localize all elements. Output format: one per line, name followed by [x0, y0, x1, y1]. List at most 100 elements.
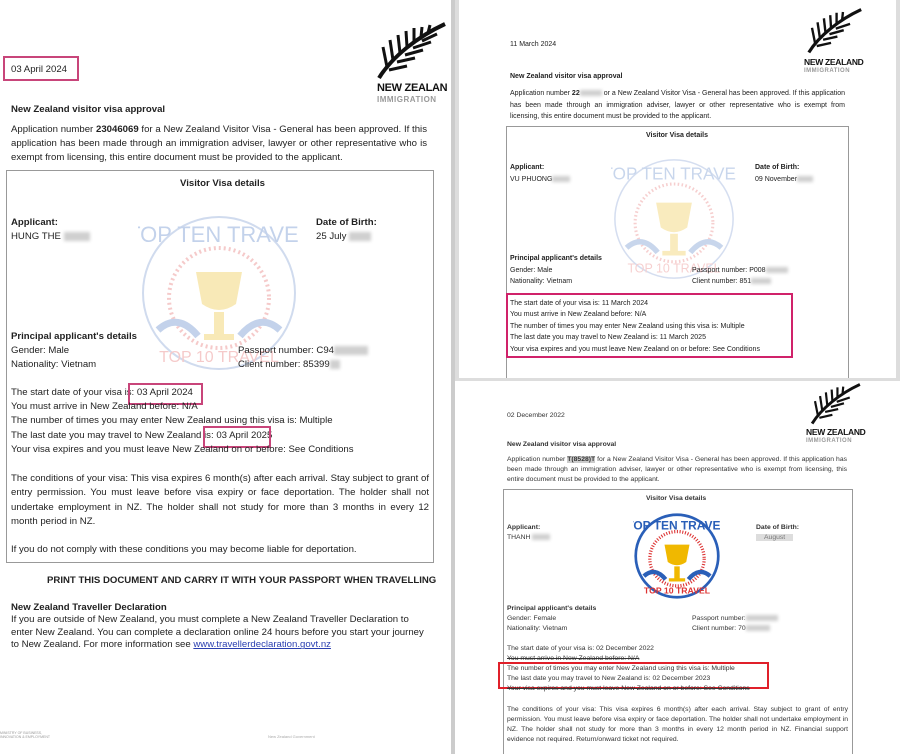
applicant-name: HUNG THE: [11, 231, 90, 242]
visa-expires: Your visa expires and you must leave New…: [507, 685, 750, 692]
comply-warning: If you do not comply with these conditio…: [11, 544, 357, 555]
applicant-label: Applicant:: [510, 164, 545, 171]
last-date: The last date you may travel to New Zeal…: [510, 334, 706, 341]
last-date: The last date you may travel to New Zeal…: [507, 675, 711, 682]
intro-paragraph: Application number 22 or a New Zealand V…: [510, 88, 845, 123]
declaration-link[interactable]: www.travellerdeclaration.govt.nz: [193, 639, 331, 651]
start-date-line: The start date of your visa is: 03 April…: [11, 387, 193, 398]
arrive-before: You must arrive in New Zealand before: N…: [510, 311, 647, 318]
last-value: 03 April 2025: [216, 430, 273, 441]
application-number: 23046069: [95, 124, 139, 135]
client-number: Client number: 85399: [238, 359, 340, 370]
visa-details-box: [506, 126, 849, 378]
client-number: Client number: 70: [692, 625, 770, 632]
passport-number: Passport number: C94: [238, 345, 368, 356]
logo-line1: NEW ZEALAND: [804, 57, 864, 67]
nationality: Nationality: Vietnam: [11, 359, 97, 370]
applicant-name-text: THANH: [507, 534, 531, 541]
trophy-icon: [664, 544, 690, 582]
letter-title: New Zealand visitor visa approval: [510, 73, 623, 80]
intro-paragraph: Application number T(8528)T for a New Ze…: [507, 455, 847, 485]
last-label: The last date you may travel to New Zeal…: [11, 430, 214, 441]
trophy-icon: [656, 202, 692, 256]
nationality: Nationality: Vietnam: [507, 625, 568, 632]
svg-text:TOP TEN TRAVEL: TOP TEN TRAVEL: [611, 164, 737, 183]
box-title: Visitor Visa details: [180, 178, 265, 189]
top-ten-travel-stamp: TOP TEN TRAVEL TOP 10 TRAVEL: [633, 513, 721, 599]
principal-label: Principal applicant's details: [11, 331, 137, 342]
letter-title: New Zealand visitor visa approval: [507, 441, 617, 448]
visa-details-box: [503, 489, 853, 754]
letter-title: New Zealand visitor visa approval: [11, 104, 166, 115]
footer-government: New Zealand Government: [268, 734, 315, 739]
gender: Gender: Female: [507, 615, 557, 622]
svg-text:TOP TEN TRAVEL: TOP TEN TRAVEL: [138, 222, 300, 247]
footer-ministry: MINISTRY OF BUSINESS, INNOVATION & EMPLO…: [0, 731, 51, 739]
last-date-highlight: [203, 426, 271, 448]
application-number: 22: [571, 90, 580, 97]
application-number: T(8528)T: [567, 456, 596, 463]
visa-letter-2: 11 March 2024 NEW ZEALAND IMMIGRATION Ne…: [455, 0, 900, 378]
start-date: The start date of your visa is: 11 March…: [510, 300, 648, 307]
passport-text: Passport number: C94: [238, 345, 334, 356]
gender: Gender: Male: [11, 345, 70, 356]
dob-label: Date of Birth:: [316, 217, 377, 228]
gender: Gender: Male: [510, 267, 553, 274]
silver-fern-icon: [377, 22, 446, 80]
conditions: The conditions of your visa: This visa e…: [11, 473, 429, 527]
intro-paragraph: Application number 23046069 for a New Ze…: [11, 123, 427, 165]
client-text: Client number: 851: [692, 278, 752, 285]
intro-rest: or a New Zealand Visitor Visa - General …: [510, 90, 845, 120]
principal-label: Principal applicant's details: [510, 255, 602, 262]
applicant-label: Applicant:: [507, 524, 541, 531]
passport-text: Passport number: P008: [692, 267, 766, 274]
trophy-icon: [196, 272, 242, 340]
svg-text:TOP TEN TRAVEL: TOP TEN TRAVEL: [633, 518, 721, 532]
logo-line2: IMMIGRATION: [804, 68, 851, 74]
start-value: 03 April 2024: [136, 387, 193, 398]
date-highlight: [3, 56, 79, 81]
applicant-name-text: HUNG THE: [11, 231, 61, 242]
start-date: The start date of your visa is: 02 Decem…: [507, 645, 654, 652]
applicant-label: Applicant:: [11, 217, 58, 228]
svg-text:TOP 10 TRAVEL: TOP 10 TRAVEL: [627, 262, 720, 276]
passport-text: Passport number:: [692, 615, 746, 622]
applicant-name-text: VU PHUONG: [510, 176, 553, 183]
svg-text:TOP 10 TRAVEL: TOP 10 TRAVEL: [159, 349, 279, 366]
logo-line1: NEW ZEALAND: [806, 427, 866, 437]
start-date-highlight: [128, 383, 203, 405]
silver-fern-icon: [810, 383, 861, 425]
box-title: Visitor Visa details: [646, 132, 708, 139]
letter-date: 03 April 2024: [11, 64, 68, 75]
entries: The number of times you may enter New Ze…: [11, 415, 333, 426]
letter-date: 02 December 2022: [507, 412, 565, 419]
logo-line2: IMMIGRATION: [806, 438, 853, 444]
arrive-before: You must arrive in New Zealand before: N…: [11, 401, 198, 412]
visa-terms-highlight: [506, 293, 793, 358]
logo-line2: IMMIGRATION: [377, 95, 437, 104]
visa-letter-1: 03 April 2024 NEW ZEALAN IMMIGRATION New…: [0, 22, 448, 739]
intro-rest: for a New Zealand Visitor Visa - General…: [11, 124, 427, 163]
client-number: Client number: 851: [692, 278, 772, 285]
dob-text: 09 November: [755, 176, 798, 183]
dob-text: 25 July: [316, 231, 347, 242]
passport-number: Passport number: P008: [692, 267, 788, 274]
print-notice: PRINT THIS DOCUMENT AND CARRY IT WITH YO…: [47, 575, 437, 586]
top-ten-travel-watermark: TOP TEN TRAVEL TOP 10 TRAVEL: [611, 159, 737, 279]
conditions: The conditions of your visa: This visa e…: [507, 706, 848, 743]
nz-immigration-logo: NEW ZEALAND IMMIGRATION: [804, 8, 879, 74]
visa-expires: Your visa expires and you must leave New…: [11, 444, 354, 455]
visa-letter-3: 02 December 2022 NEW ZEALAND IMMIGRATION…: [455, 381, 900, 754]
dob-text: August: [764, 534, 786, 541]
last-date-line: The last date you may travel to New Zeal…: [11, 430, 272, 441]
nz-immigration-logo: NEW ZEALAND IMMIGRATION: [805, 383, 880, 444]
dob-value: 09 November: [755, 176, 814, 183]
box-title: Visitor Visa details: [646, 495, 707, 502]
nationality: Nationality: Vietnam: [510, 278, 573, 285]
arrive-before: You must arrive in New Zealand before: N…: [507, 655, 640, 662]
logo-line1: NEW ZEALAN: [377, 82, 448, 94]
visa-details-box: [6, 170, 434, 563]
principal-label: Principal applicant's details: [507, 605, 597, 612]
declaration-title: New Zealand Traveller Declaration: [11, 602, 167, 613]
svg-text:TOP 10 TRAVEL: TOP 10 TRAVEL: [644, 585, 711, 595]
